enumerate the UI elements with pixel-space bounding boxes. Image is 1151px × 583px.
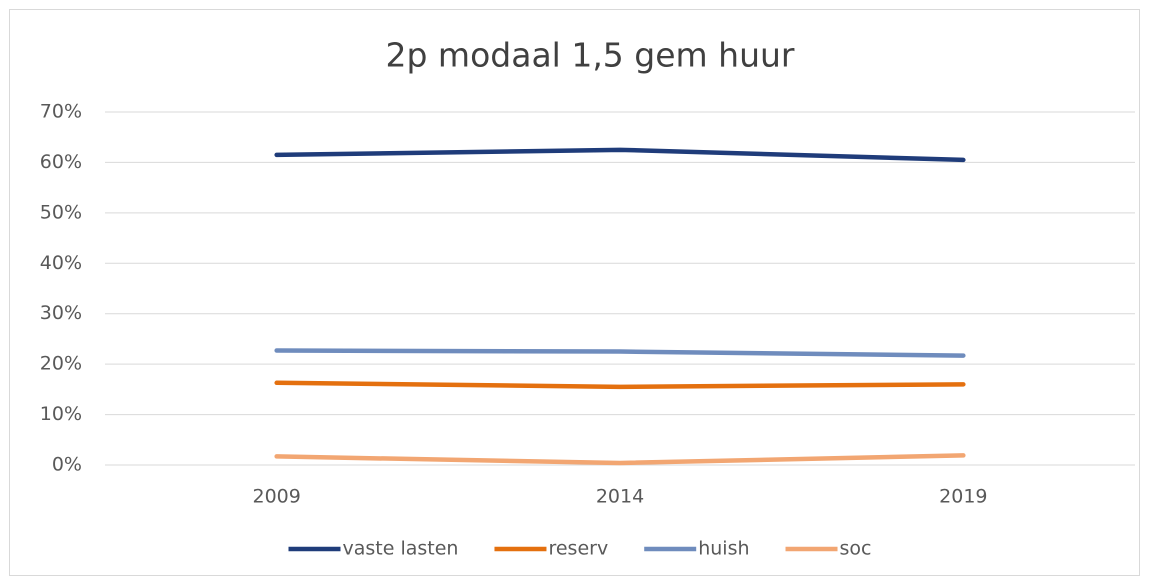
- legend-label: huish: [698, 538, 749, 560]
- legend-label: soc: [840, 538, 872, 560]
- chart-border: [9, 9, 1140, 576]
- legend-label: reserv: [548, 538, 608, 560]
- y-tick-label: 30%: [40, 302, 82, 324]
- y-tick-label: 20%: [40, 353, 82, 375]
- series-line: [274, 348, 966, 358]
- legend-label: vaste lasten: [343, 538, 459, 560]
- chart-title: 2p modaal 1,5 gem huur: [386, 36, 795, 75]
- y-tick-label: 50%: [40, 201, 82, 223]
- y-tick-label: 60%: [40, 151, 82, 173]
- x-tick-label: 2019: [939, 486, 987, 508]
- series-line: [274, 453, 966, 466]
- x-tick-label: 2014: [596, 486, 644, 508]
- series-line: [274, 147, 966, 163]
- series-line: [274, 380, 966, 390]
- y-tick-label: 40%: [40, 252, 82, 274]
- y-tick-label: 10%: [40, 403, 82, 425]
- y-tick-label: 0%: [52, 454, 82, 476]
- y-tick-label: 70%: [40, 101, 82, 123]
- x-tick-label: 2009: [252, 486, 300, 508]
